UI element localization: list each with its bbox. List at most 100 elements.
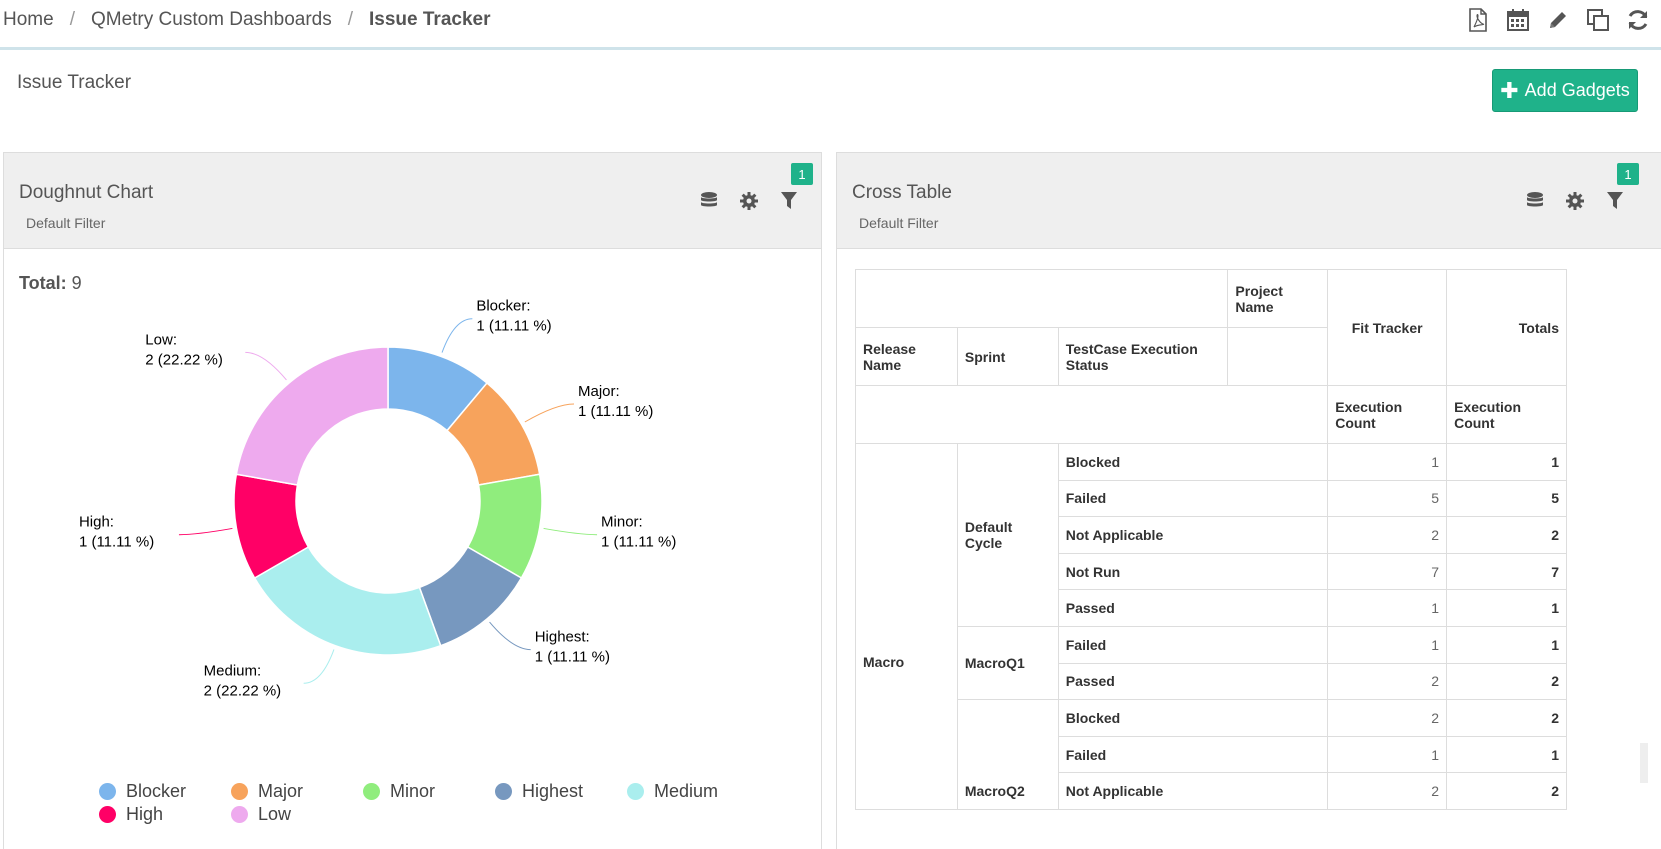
- breadcrumb-separator: /: [347, 9, 353, 30]
- status-cell: Failed: [1057, 735, 1329, 774]
- copy-icon[interactable]: [1585, 7, 1611, 33]
- legend-item[interactable]: Blocker: [99, 781, 231, 802]
- execution-count-cell: 1: [1327, 625, 1448, 664]
- table-header-row: Project Name Fit Tracker Totals: [854, 269, 1567, 386]
- execution-count-cell: 1: [1327, 443, 1448, 481]
- header-execution-count: Execution Count: [1446, 385, 1567, 444]
- breadcrumb-separator: /: [69, 9, 75, 30]
- legend-label: Highest: [522, 781, 584, 801]
- total-count-cell: 2: [1446, 516, 1567, 554]
- top-bar: Home / QMetry Custom Dashboards / Issue …: [0, 0, 1661, 50]
- legend-marker: [231, 783, 248, 800]
- header-fit-tracker: Fit Tracker: [1327, 269, 1448, 386]
- legend-item[interactable]: Highest: [495, 781, 627, 802]
- sprint-cell: MacroQ2: [956, 699, 1059, 810]
- legend-marker: [495, 783, 512, 800]
- filter-icon[interactable]: 1: [779, 163, 813, 211]
- status-cell: Not Run: [1057, 552, 1329, 591]
- legend-label: High: [126, 804, 164, 824]
- header-execution-count: Execution Count: [1327, 385, 1448, 444]
- panel-tools: 1: [699, 163, 813, 211]
- legend-marker: [99, 783, 116, 800]
- panel-subtitle: Default Filter: [26, 215, 106, 231]
- panel-title: Doughnut Chart: [19, 182, 154, 203]
- sprint-cell: Default Cycle: [956, 443, 1059, 627]
- data-label-value: 1 (11.11 %): [79, 534, 154, 551]
- legend-marker: [363, 783, 380, 800]
- refresh-icon[interactable]: [1625, 7, 1651, 33]
- filter-icon[interactable]: 1: [1605, 163, 1639, 211]
- table-header-blank: [854, 385, 1329, 444]
- calendar-icon[interactable]: [1505, 7, 1531, 33]
- data-label-connector: [303, 649, 335, 684]
- status-cell: Blocked: [1057, 699, 1329, 737]
- data-label-category: Medium:: [204, 662, 262, 679]
- doughnut-chart: Blocker: 1 (11.11 %) Major: 1 (11.11 %) Mino…: [79, 298, 676, 700]
- table-row: MacroQ1 Failed 1 1: [856, 625, 1567, 701]
- total-count-cell: 2: [1446, 662, 1567, 701]
- doughnut-chart-panel: Doughnut Chart Default Filter 1 Total: 9…: [3, 152, 822, 849]
- doughnut-slice-medium[interactable]: [253, 545, 442, 656]
- data-label-connector: [489, 621, 531, 651]
- data-label-category: Minor:: [601, 514, 643, 531]
- doughnut-slice-low[interactable]: [235, 346, 389, 486]
- add-gadgets-button[interactable]: ✚ Add Gadgets: [1492, 69, 1638, 112]
- legend-label: Blocker: [126, 781, 187, 801]
- execution-count-cell: 7: [1327, 552, 1448, 591]
- execution-count-cell: 2: [1327, 516, 1448, 554]
- total-count-cell: 5: [1446, 479, 1567, 518]
- execution-count-cell: 2: [1327, 662, 1448, 701]
- table-row: Not Run 7 7: [856, 552, 1567, 591]
- data-label-category: Low:: [145, 331, 177, 348]
- plus-icon: ✚: [1500, 77, 1519, 103]
- legend-item[interactable]: Major: [231, 781, 363, 802]
- sprint-cell: MacroQ1: [956, 625, 1059, 701]
- legend-item[interactable]: High: [99, 804, 231, 825]
- header-project-name: Project Name: [1227, 269, 1329, 328]
- legend-label: Medium: [654, 781, 719, 801]
- cross-table-wrapper: Project Name Fit Tracker Totals Release …: [854, 269, 1567, 810]
- legend-label: Major: [258, 781, 304, 801]
- panel-header: Cross Table Default Filter 1: [837, 153, 1661, 249]
- table-header-row: Release Name Sprint TestCase Execution S…: [855, 327, 1567, 386]
- data-label-value: 2 (22.22 %): [145, 351, 223, 368]
- table-row: Not Applicable 2 2: [856, 516, 1567, 554]
- execution-count-cell: 1: [1327, 735, 1448, 774]
- table-row: Passed 1 1: [856, 589, 1567, 627]
- total-count-cell: 2: [1446, 699, 1567, 737]
- database-icon[interactable]: [1525, 191, 1545, 211]
- data-label-value: 1 (11.11 %): [476, 318, 551, 335]
- legend-item[interactable]: Medium: [627, 781, 759, 802]
- legend-item[interactable]: Minor: [363, 781, 495, 802]
- add-gadgets-label: Add Gadgets: [1524, 80, 1630, 100]
- total-count-cell: 1: [1446, 443, 1567, 481]
- gear-icon[interactable]: [1565, 191, 1585, 211]
- pdf-icon[interactable]: [1465, 7, 1491, 33]
- gear-icon[interactable]: [739, 191, 759, 211]
- scrollbar[interactable]: [1640, 743, 1648, 783]
- data-label-category: Blocker:: [476, 298, 530, 315]
- total-count-cell: 1: [1446, 625, 1567, 664]
- header-sprint: Sprint: [956, 327, 1059, 386]
- legend-item[interactable]: Low: [231, 804, 363, 825]
- legend-row: High Low: [99, 804, 759, 825]
- data-label-category: Major:: [578, 383, 620, 400]
- data-label-value: 1 (11.11 %): [535, 649, 610, 666]
- database-icon[interactable]: [699, 191, 719, 211]
- panel-subtitle: Default Filter: [859, 215, 939, 231]
- table-row: MacroQ2 Blocked 2 2: [856, 699, 1567, 810]
- table-header-row: Execution Count Execution Count: [854, 385, 1567, 444]
- data-label-value: 1 (11.11 %): [601, 534, 676, 551]
- panel-header: Doughnut Chart Default Filter 1: [4, 153, 821, 249]
- status-cell: Passed: [1057, 662, 1329, 701]
- data-label-value: 1 (11.11 %): [578, 403, 653, 420]
- total-label: Total:: [19, 273, 67, 293]
- breadcrumb-home[interactable]: Home: [3, 9, 54, 30]
- breadcrumb-current: Issue Tracker: [369, 9, 491, 30]
- status-cell: Failed: [1057, 625, 1329, 664]
- header-status: TestCase Execution Status: [1057, 327, 1229, 386]
- breadcrumb-dashboards[interactable]: QMetry Custom Dashboards: [90, 9, 332, 30]
- status-cell: Not Applicable: [1057, 516, 1329, 554]
- edit-icon[interactable]: [1545, 7, 1571, 33]
- total-summary: Total: 9: [19, 273, 82, 294]
